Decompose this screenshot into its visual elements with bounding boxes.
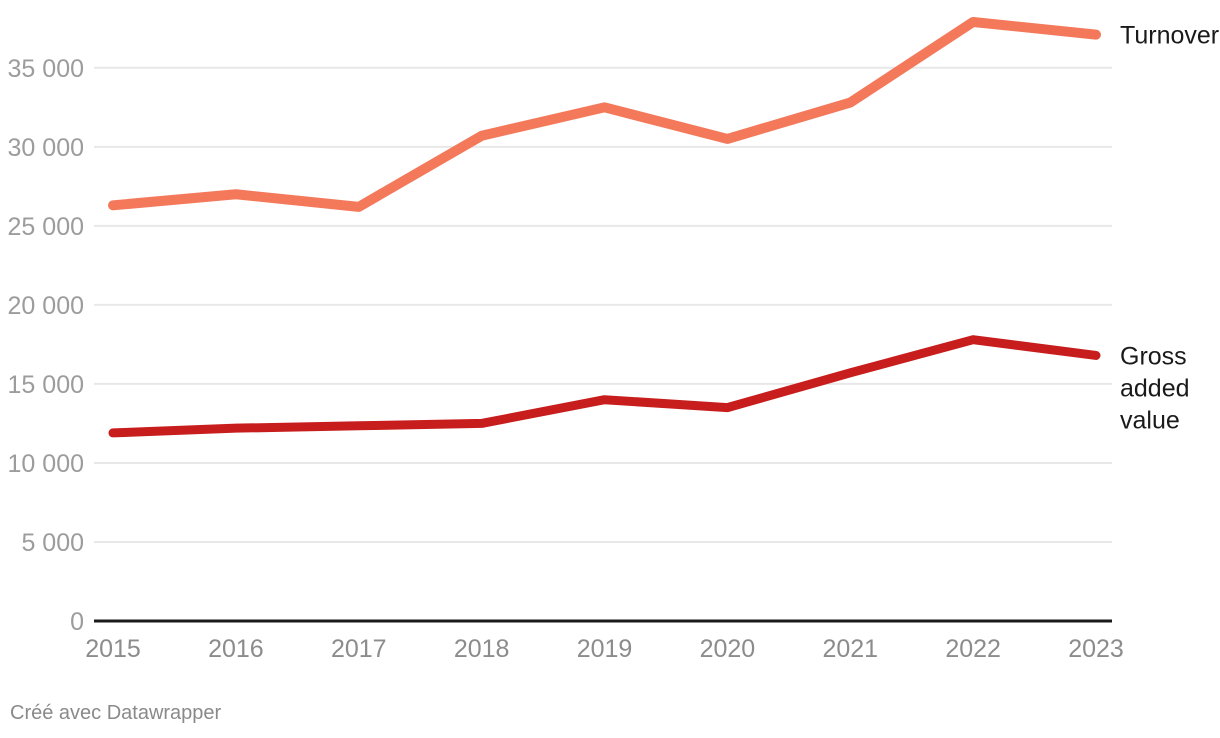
x-tick-label: 2020 (700, 635, 756, 663)
series-label-gross-added-value: value (1120, 406, 1180, 434)
y-tick-label: 30 000 (8, 134, 84, 162)
x-tick-label: 2015 (85, 635, 141, 663)
series-label-gross-added-value: Gross (1120, 342, 1187, 370)
series-line-gross-added-value (108, 335, 1101, 438)
x-tick-label: 2018 (454, 635, 510, 663)
x-tick-label: 2022 (945, 635, 1001, 663)
y-tick-label: 10 000 (8, 450, 84, 478)
x-tick-label: 2021 (822, 635, 878, 663)
x-tick-label: 2023 (1068, 635, 1124, 663)
y-tick-label: 35 000 (8, 55, 84, 83)
y-tick-label: 25 000 (8, 213, 84, 241)
series-line-turnover (108, 16, 1101, 212)
series-label-turnover: Turnover (1120, 22, 1219, 50)
attribution-text: Créé avec Datawrapper (10, 702, 222, 724)
series-label-gross-added-value: added (1120, 374, 1190, 402)
x-tick-label: 2016 (208, 635, 264, 663)
x-tick-label: 2019 (577, 635, 633, 663)
y-tick-label: 20 000 (8, 292, 84, 320)
x-tick-label: 2017 (331, 635, 387, 663)
y-tick-label: 0 (70, 608, 84, 636)
y-tick-label: 5 000 (21, 529, 84, 557)
y-tick-label: 15 000 (8, 371, 84, 399)
